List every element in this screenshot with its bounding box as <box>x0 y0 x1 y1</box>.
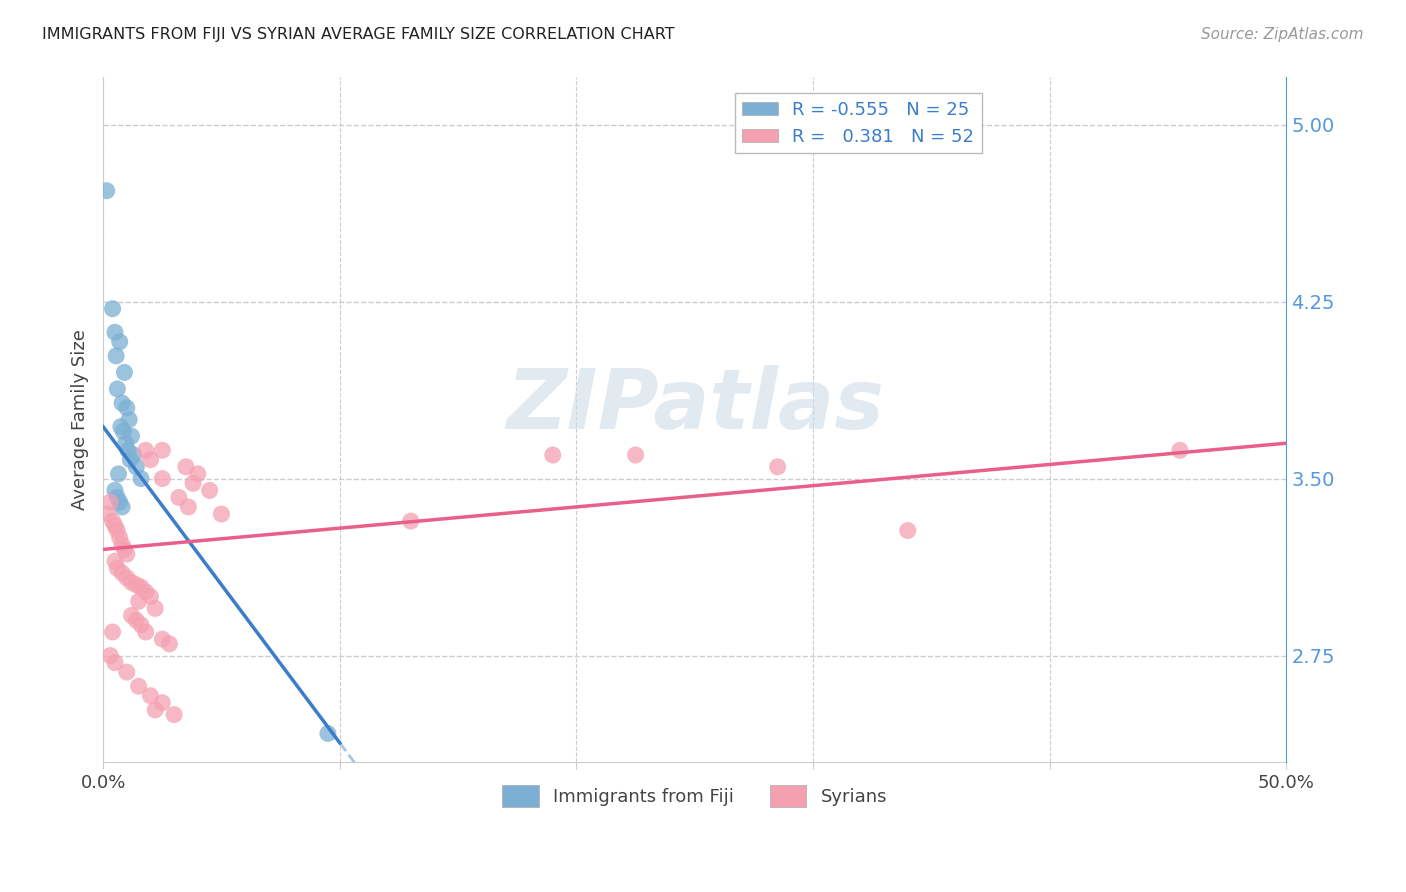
Point <box>624 448 647 462</box>
Point <box>174 459 197 474</box>
Point <box>108 334 131 349</box>
Point <box>105 491 128 505</box>
Point <box>118 412 141 426</box>
Point <box>120 452 142 467</box>
Y-axis label: Average Family Size: Average Family Size <box>72 329 89 510</box>
Point <box>110 419 132 434</box>
Point <box>101 625 124 640</box>
Point <box>115 665 138 679</box>
Point <box>128 679 150 693</box>
Point <box>135 443 157 458</box>
Point <box>316 726 339 740</box>
Point <box>101 301 124 316</box>
Point <box>98 648 121 663</box>
Point <box>181 476 204 491</box>
Point <box>541 448 564 462</box>
Point <box>163 707 186 722</box>
Point <box>105 382 128 396</box>
Point <box>107 467 129 481</box>
Point <box>112 425 135 439</box>
Point <box>104 483 127 498</box>
Point <box>101 514 124 528</box>
Point <box>125 613 148 627</box>
Point <box>167 491 190 505</box>
Point <box>150 443 173 458</box>
Point <box>112 366 135 380</box>
Point <box>143 601 166 615</box>
Point <box>97 507 120 521</box>
Point <box>1168 443 1191 458</box>
Point <box>121 608 143 623</box>
Point <box>129 580 152 594</box>
Point <box>98 495 121 509</box>
Point <box>105 349 128 363</box>
Point <box>104 656 127 670</box>
Point <box>104 518 127 533</box>
Point <box>111 500 134 514</box>
Point <box>108 531 131 545</box>
Point <box>177 500 200 514</box>
Point <box>135 625 157 640</box>
Point <box>129 472 152 486</box>
Point <box>105 561 128 575</box>
Point <box>157 637 180 651</box>
Point <box>114 436 136 450</box>
Point <box>117 443 139 458</box>
Point <box>143 703 166 717</box>
Point <box>96 184 118 198</box>
Point <box>112 542 135 557</box>
Legend: Immigrants from Fiji, Syrians: Immigrants from Fiji, Syrians <box>495 778 894 814</box>
Point <box>139 689 162 703</box>
Point <box>766 459 789 474</box>
Point <box>399 514 422 528</box>
Point <box>121 429 143 443</box>
Point <box>115 571 138 585</box>
Text: ZIPatlas: ZIPatlas <box>506 366 884 446</box>
Point <box>198 483 221 498</box>
Point <box>129 618 152 632</box>
Point <box>125 578 148 592</box>
Point <box>139 590 162 604</box>
Point <box>125 459 148 474</box>
Point <box>111 566 134 580</box>
Point <box>211 507 233 521</box>
Point <box>139 452 162 467</box>
Point <box>187 467 209 481</box>
Point <box>115 547 138 561</box>
Point <box>150 632 173 646</box>
Point <box>111 538 134 552</box>
Point <box>150 472 173 486</box>
Point <box>105 524 128 538</box>
Point <box>104 326 127 340</box>
Text: IMMIGRANTS FROM FIJI VS SYRIAN AVERAGE FAMILY SIZE CORRELATION CHART: IMMIGRANTS FROM FIJI VS SYRIAN AVERAGE F… <box>42 27 675 42</box>
Point <box>104 554 127 568</box>
Point <box>897 524 920 538</box>
Point <box>115 401 138 415</box>
Point <box>108 495 131 509</box>
Point <box>128 594 150 608</box>
Text: Source: ZipAtlas.com: Source: ZipAtlas.com <box>1201 27 1364 42</box>
Point <box>150 696 173 710</box>
Point <box>111 396 134 410</box>
Point <box>122 448 145 462</box>
Point <box>121 575 143 590</box>
Point <box>135 585 157 599</box>
